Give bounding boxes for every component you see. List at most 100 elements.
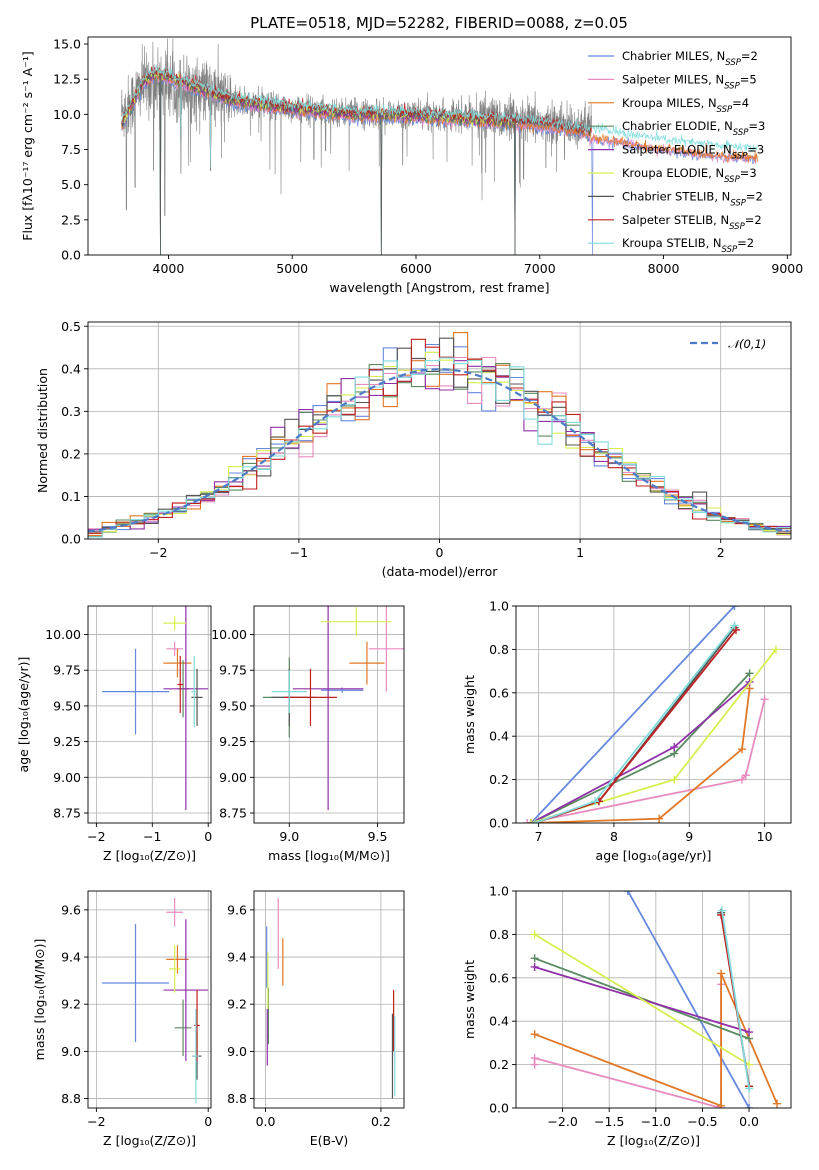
errorbar-salpeter-elodie [163,606,209,811]
y-axis-label: mass weight [462,675,477,754]
x-tick-label: 8 [610,829,618,844]
grid [254,606,404,823]
y-tick-label: 0.5 [61,319,81,334]
y-tick-label: 8.8 [61,1091,81,1106]
y-axis-label: mass weight [462,960,477,1039]
y-tick-label: 8.75 [53,806,81,821]
weight-marker-chabrier-miles [745,1104,754,1108]
x-tick-label: 0.2 [371,1114,391,1129]
y-tick-label: 0.8 [489,927,509,942]
weight-marker-salpeter-miles [523,819,532,823]
errorbar-kroupa-elodie [163,615,186,631]
weight-marker-kroupa-stelib [591,797,600,806]
x-tick-label: 0.0 [739,1114,759,1129]
x-axis-label: age [log₁₀(age/yr)] [596,848,712,863]
errorbar-chabrier-miles [101,924,170,1042]
y-tick-label: 10.00 [211,627,247,642]
model-spectrum-kroupa-stelib [121,64,758,168]
errorbar-salpeter-stelib [177,655,184,714]
x-tick-label: 6000 [400,261,432,276]
weight-marker-salpeter-elodie [670,743,679,752]
y-tick-label: 0.4 [61,361,81,376]
y-tick-label: 9.50 [219,698,247,713]
y-tick-label: 9.0 [61,1044,81,1059]
y-axis-label: Flux [fλ10⁻¹⁷ erg cm⁻² s⁻¹ A⁻¹] [20,51,35,240]
x-tick-label: −0.5 [687,1114,717,1129]
legend-label-kroupa-miles: Kroupa MILES, NSSP=4 [622,96,749,115]
model-spectrum-chabrier-stelib [121,68,592,255]
errorbar-salpeter-miles [368,606,404,692]
residuals-panel: 𝒩(0,1) −2 −1 0 1 2 0.0 0.1 0.2 0.3 0.4 0.5 (data-mod… [35,319,792,579]
x-axis-label: Z [log₁₀(Z/Z⊙)] [103,848,196,863]
legend-label-chabrier-elodie: Chabrier ELODIE, NSSP=3 [622,119,765,138]
axes-frame [87,36,792,256]
y-tick-label: 0.6 [489,970,509,985]
y-tick-label: 0.0 [61,248,81,263]
y-tick-label: 9.75 [53,663,81,678]
errorbar-salpeter-stelib [284,668,337,726]
errorbar-kroupa-elodie [267,952,269,1009]
legend: 𝒩(0,1) [690,337,766,351]
y-axis-label: mass [log₁₀(M/M⊙)] [32,939,47,1061]
mass-vs-ebv-panel: 0.0 0.2 8.8 9.0 9.2 9.4 9.6 E(B-V) [227,890,405,1148]
mass-vs-metallicity-panel: −2 0 8.8 9.0 9.2 9.4 9.6 Z [log₁₀(Z/Z⊙)] mass [l… [32,890,212,1148]
y-tick-label: 9.2 [227,997,247,1012]
weight-marker-salpeter-miles [738,775,747,784]
y-tick-label: 1.0 [489,599,509,614]
plot-area [121,38,758,255]
plot-area [88,332,791,538]
y-tick-label: 9.00 [53,770,81,785]
y-tick-label: 9.0 [227,1044,247,1059]
weight-marker-chabrier-elodie [530,954,539,963]
errorbar-salpeter-elodie [292,606,364,811]
weight-marker-kroupa-miles [738,745,747,754]
y-tick-label: 9.2 [61,997,81,1012]
y-tick-label: 9.75 [219,663,247,678]
weight-vs-metallicity-panel: −2.0 −1.5 −1.0 −0.5 0.0 0.0 0.2 0.4 0.6 0.8 1.0 Z [… [462,884,792,1148]
y-tick-label: 0.4 [489,729,509,744]
y-tick-label: 0.2 [489,772,509,787]
x-tick-label: 10 [757,829,773,844]
y-tick-label: 0.1 [61,489,81,504]
x-tick-label: 9 [685,829,693,844]
legend-label-chabrier-miles: Chabrier MILES, NSSP=2 [622,49,758,68]
errorbar-salpeter-elodie [266,1008,268,1066]
weight-line-kroupa-elodie [534,933,750,1066]
plot-area [101,606,209,811]
x-tick-label: −1.0 [641,1114,671,1129]
y-tick-label: 9.25 [219,734,247,749]
weight-marker-kroupa-elodie [771,645,780,654]
age-vs-metallicity-panel: −2 −1 0 8.75 9.00 9.25 9.50 9.75 10.00 Z [log₁₀(Z… [16,605,212,863]
y-tick-label: 8.8 [227,1091,247,1106]
y-tick-label: 0.8 [489,642,509,657]
errorbar-kroupa-miles [163,648,192,678]
figure-title: PLATE=0518, MJD=52282, FIBERID=0088, z=0… [250,14,628,32]
legend: Chabrier MILES, NSSP=2 Salpeter MILES, NS… [588,49,765,255]
x-tick-label: 5000 [276,261,308,276]
weight-marker-salpeter-miles [530,1054,539,1063]
grid [516,605,791,824]
weight-line-kroupa-stelib [721,910,750,1089]
x-axis-label: Z [log₁₀(Z/Z⊙)] [607,1133,700,1148]
weight-marker-salpeter-elodie [745,1028,754,1037]
weight-marker-kroupa-miles [773,1099,782,1108]
weight-marker-kroupa-stelib [730,621,739,630]
x-tick-label: 7 [535,829,543,844]
errorbar-salpeter-elodie [163,919,209,1061]
grid [516,890,791,1109]
x-tick-label: −2 [87,1114,105,1129]
errorbar-kroupa-stelib [193,1008,199,1104]
plot-area [266,898,396,1099]
legend-label-salpeter-miles: Salpeter MILES, NSSP=5 [622,72,757,91]
x-tick-label: 1 [576,545,584,560]
weight-marker-kroupa-elodie [530,930,539,939]
y-axis-label: age [log₁₀(age/yr)] [16,657,31,773]
weight-marker-kroupa-stelib [745,1084,754,1093]
weight-line-kroupa-miles [531,688,751,823]
y-tick-label: 0.6 [489,685,509,700]
weight-marker-salpeter-elodie [530,962,539,971]
y-tick-label: 8.75 [219,806,247,821]
y-tick-label: 2.5 [61,212,81,227]
x-tick-label: 7000 [524,261,556,276]
